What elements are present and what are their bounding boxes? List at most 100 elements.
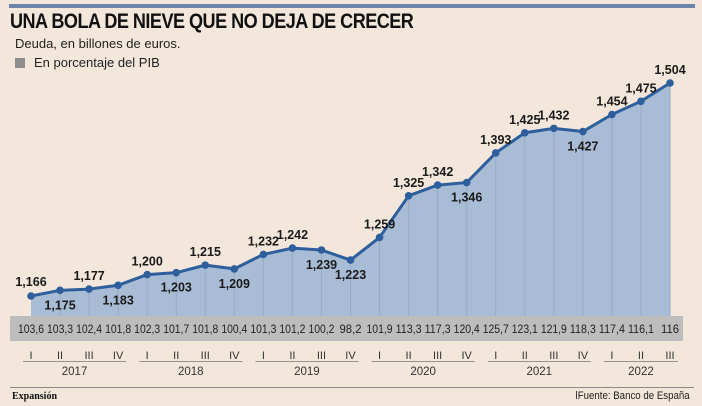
pib-label: 103,3	[47, 324, 73, 336]
source-note: lFuente: Banco de España	[575, 390, 690, 402]
quarter-label: IV	[578, 350, 589, 362]
data-label: 1,425	[509, 113, 540, 127]
pib-label: 101,8	[105, 324, 131, 336]
data-label: 1,427	[567, 140, 598, 154]
pib-label: 118,3	[570, 324, 596, 336]
quarter-label: I	[262, 350, 265, 362]
footer-divider	[10, 387, 694, 388]
data-label: 1,183	[102, 293, 133, 307]
pib-label: 116	[661, 324, 679, 336]
data-label: 1,177	[73, 269, 104, 283]
quarter-label: I	[610, 350, 613, 362]
quarter-label: IV	[345, 350, 356, 362]
quarter-label: II	[57, 350, 63, 362]
data-label: 1,223	[335, 268, 366, 282]
data-point	[637, 97, 645, 106]
year-label: 2021	[526, 366, 552, 378]
data-label: 1,242	[277, 228, 308, 242]
year-label: 2022	[628, 366, 654, 378]
legend: En porcentaje del PIB	[15, 55, 160, 70]
data-label: 1,342	[422, 165, 453, 179]
pib-label: 101,7	[163, 324, 189, 336]
pib-band	[10, 316, 683, 341]
data-point	[317, 246, 326, 254]
pib-label: 102,4	[76, 324, 103, 336]
data-point	[491, 149, 500, 157]
top-accent-bar	[9, 4, 695, 8]
data-label: 1,475	[625, 81, 656, 95]
quarter-label: II	[638, 350, 644, 362]
chart-title: UNA BOLA DE NIEVE QUE NO DEJA DE CRECER	[10, 10, 414, 33]
quarter-label: III	[665, 350, 674, 362]
pib-label: 101,3	[250, 324, 276, 336]
quarter-label: I	[29, 350, 32, 362]
chart-subtitle: Deuda, en billones de euros.	[15, 36, 181, 51]
brand-logo: Expansión	[12, 391, 58, 402]
pib-label: 116,1	[628, 324, 654, 336]
quarter-label: III	[201, 350, 210, 362]
data-point	[143, 270, 151, 279]
data-point	[201, 261, 210, 269]
quarter-label: II	[406, 350, 412, 362]
pib-label: 117,3	[425, 324, 451, 336]
data-point	[172, 268, 181, 277]
data-point	[114, 281, 122, 290]
quarter-label: II	[289, 350, 295, 362]
pib-label: 101,8	[192, 324, 218, 336]
quarter-label: III	[85, 350, 94, 362]
quarter-label: II	[173, 350, 179, 362]
pib-label: 103,6	[18, 324, 44, 336]
data-point	[520, 128, 529, 137]
pib-label: 123,1	[512, 324, 538, 336]
pib-label: 100,4	[221, 324, 248, 336]
pib-label: 120,4	[454, 324, 481, 336]
pib-label: 98,2	[340, 324, 362, 336]
quarter-label: II	[522, 350, 528, 362]
pib-label: 113,3	[396, 324, 422, 336]
year-label: 2018	[178, 366, 204, 378]
data-point	[85, 285, 93, 293]
data-label: 1,325	[393, 176, 424, 190]
data-label: 1,200	[132, 255, 163, 269]
data-label: 1,259	[364, 217, 395, 231]
data-point	[433, 181, 442, 189]
data-point	[666, 79, 674, 87]
quarter-label: I	[146, 350, 149, 362]
pib-label: 102,3	[134, 324, 160, 336]
data-point	[288, 244, 297, 252]
data-label: 1,393	[480, 133, 511, 147]
data-label: 1,346	[451, 191, 482, 205]
data-label: 1,215	[190, 245, 221, 259]
data-label: 1,239	[306, 258, 337, 272]
quarter-label: I	[378, 350, 381, 362]
quarter-label: III	[317, 350, 326, 362]
data-point	[462, 178, 471, 187]
pib-label: 100,2	[308, 324, 334, 336]
data-point	[579, 127, 587, 136]
year-label: 2020	[410, 366, 436, 378]
data-point	[259, 250, 268, 259]
year-label: 2019	[294, 366, 320, 378]
data-label: 1,232	[248, 234, 279, 248]
data-label: 1,432	[538, 108, 569, 122]
legend-label: En porcentaje del PIB	[34, 55, 160, 70]
quarter-label: IV	[461, 350, 472, 362]
legend-swatch	[15, 57, 25, 68]
data-point	[230, 265, 239, 273]
data-point	[375, 233, 384, 242]
pib-label: 101,9	[367, 324, 393, 336]
quarter-label: IV	[113, 350, 124, 362]
data-point	[27, 292, 35, 300]
data-label: 1,454	[596, 95, 627, 109]
data-point	[550, 124, 558, 133]
data-point	[346, 256, 355, 264]
quarter-label: III	[433, 350, 442, 362]
data-label: 1,166	[15, 275, 46, 289]
pib-label: 121,9	[541, 324, 567, 336]
quarter-label: IV	[229, 350, 240, 362]
pib-label: 101,2	[279, 324, 305, 336]
data-point	[608, 110, 616, 119]
pib-label: 117,4	[599, 324, 626, 336]
data-point	[56, 286, 64, 295]
